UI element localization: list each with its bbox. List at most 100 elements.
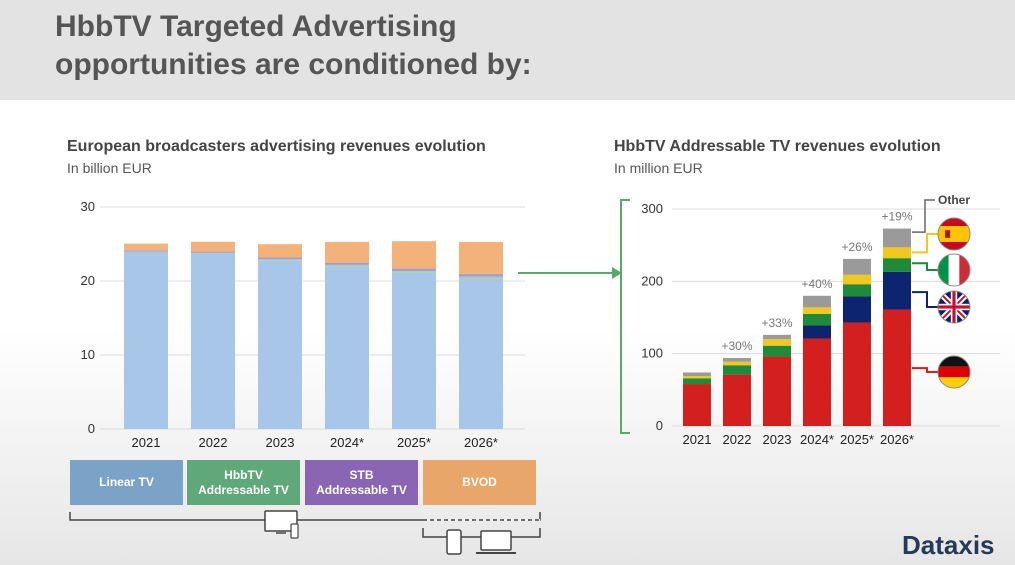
legend-item-bvod: BVOD (423, 460, 536, 505)
x-tick-label: 2026* (880, 432, 914, 447)
x-tick-label: 2024* (800, 432, 834, 447)
right-chart: 0 100 200 300 2021 2022 +30% 2023 +33% 2024* +40% 2… (641, 201, 1000, 447)
green-bracket (620, 199, 630, 434)
bar-segment-stb-addressable-tv (258, 257, 302, 260)
bar-segment-linear-tv (392, 272, 436, 429)
x-tick-label: 2023 (266, 435, 295, 450)
bar-segment-spain (683, 376, 711, 379)
device-icons (69, 510, 541, 555)
left-chart: 0 10 20 30 2021 2022 2023 2024* 2025* 2026* (81, 199, 525, 450)
country-flags: Other (912, 193, 971, 389)
bar-segment-germany (683, 384, 711, 426)
tv-remote-icon (264, 510, 299, 539)
remote (290, 523, 299, 539)
page-title-line2: opportunities are conditioned by: (55, 48, 532, 81)
growth-label: +19% (881, 210, 912, 224)
phone-laptop-icon (446, 529, 516, 555)
arrow-head (612, 267, 622, 279)
header-banner: HbbTV Targeted Advertising opportunities… (0, 0, 1015, 100)
growth-label: +40% (801, 277, 832, 291)
bar-segment-stb-addressable-tv (191, 251, 235, 253)
y-tick-label: 10 (81, 347, 95, 362)
legend-label-line2: Addressable TV (316, 482, 407, 497)
tv-screen (264, 510, 298, 532)
bar-segment-uk (843, 296, 871, 323)
x-tick-label: 2022 (723, 432, 752, 447)
flag-leader-line (912, 262, 938, 271)
left-chart-title: European broadcasters advertising revenu… (67, 138, 486, 155)
bar-segment-germany (803, 338, 831, 426)
legend-item-hbbtv: HbbTV Addressable TV (187, 460, 300, 505)
bar-segment-stb-addressable-tv (124, 250, 168, 252)
bar-segment-linear-tv (459, 278, 503, 429)
bar-segment-uk (803, 325, 831, 339)
legend-item-linear-tv: Linear TV (70, 460, 183, 505)
bar-segment-bvod (191, 241, 235, 252)
x-tick-label: 2023 (763, 432, 792, 447)
bar-segment-other (723, 358, 751, 362)
bar-segment-other (843, 258, 871, 275)
legend-label: STB (349, 467, 374, 482)
legend-label-line2: Addressable TV (198, 482, 289, 497)
bar-segment-germany (843, 322, 871, 426)
page-title: HbbTV Targeted Advertising opportunities… (55, 8, 755, 84)
bar-segment-other (683, 372, 711, 377)
uk-flag-icon (937, 290, 971, 324)
bar-segment-hbbtv-addressable-tv (258, 259, 302, 261)
right-chart-subtitle: In million EUR (614, 160, 703, 176)
left-chart-subtitle: In billion EUR (67, 160, 152, 176)
bar-segment-other (763, 334, 791, 340)
right-chart-title: HbbTV Addressable TV revenues evolution (614, 138, 941, 155)
bar-segment-spain (883, 247, 911, 259)
y-tick-label: 20 (81, 273, 95, 288)
bar-segment-italy (803, 313, 831, 326)
x-tick-label: 2025* (397, 435, 431, 450)
legend-label: HbbTV (224, 467, 263, 482)
bar-segment-spain (803, 307, 831, 314)
y-tick-label: 30 (81, 199, 95, 214)
bar-segment-hbbtv-addressable-tv (392, 271, 436, 273)
bar-segment-bvod (325, 241, 369, 263)
bracket-solid (69, 512, 541, 521)
bar-segment-hbbtv-addressable-tv (325, 264, 369, 267)
bar-segment-stb-addressable-tv (459, 273, 503, 277)
x-tick-label: 2021 (132, 435, 161, 450)
italy-flag-icon (937, 253, 971, 287)
bar-segment-linear-tv (124, 252, 168, 429)
bar-segment-stb-addressable-tv (325, 262, 369, 265)
flag-leader-line (912, 233, 938, 254)
bar-segment-linear-tv (191, 253, 235, 429)
bar-segment-germany (763, 356, 791, 426)
bar-segment-spain (763, 339, 791, 346)
bar-segment-hbbtv-addressable-tv (191, 252, 235, 254)
germany-flag-icon (937, 355, 971, 389)
page-title-line1: HbbTV Targeted Advertising (55, 10, 457, 43)
y-tick-label: 300 (641, 201, 663, 216)
bar-segment-bvod (124, 243, 168, 251)
legend-label: Linear TV (99, 475, 154, 489)
bar-segment-spain (843, 274, 871, 285)
laptop-screen (480, 530, 512, 551)
bar-segment-uk (883, 271, 911, 310)
spain-flag-icon (937, 217, 971, 251)
y-tick-label: 0 (656, 418, 663, 433)
bar-segment-other (883, 228, 911, 248)
y-tick-label: 0 (88, 421, 95, 436)
bar-segment-italy (843, 284, 871, 297)
bar-segment-germany (883, 309, 911, 426)
growth-label: +33% (761, 316, 792, 330)
x-tick-label: 2026* (464, 435, 498, 450)
bar-segment-hbbtv-addressable-tv (459, 276, 503, 279)
bar-segment-bvod (459, 242, 503, 274)
other-leader-line (912, 199, 935, 233)
bar-segment-linear-tv (258, 260, 302, 429)
flag-leader-line (912, 367, 938, 373)
legend-item-stb: STB Addressable TV (305, 460, 418, 505)
bar-segment-italy (763, 345, 791, 357)
bar-segment-spain (723, 361, 751, 366)
dataxis-logo: Dataxis (902, 530, 995, 560)
bar-segment-other (803, 295, 831, 308)
x-tick-label: 2024* (330, 435, 364, 450)
y-tick-label: 100 (641, 346, 663, 361)
